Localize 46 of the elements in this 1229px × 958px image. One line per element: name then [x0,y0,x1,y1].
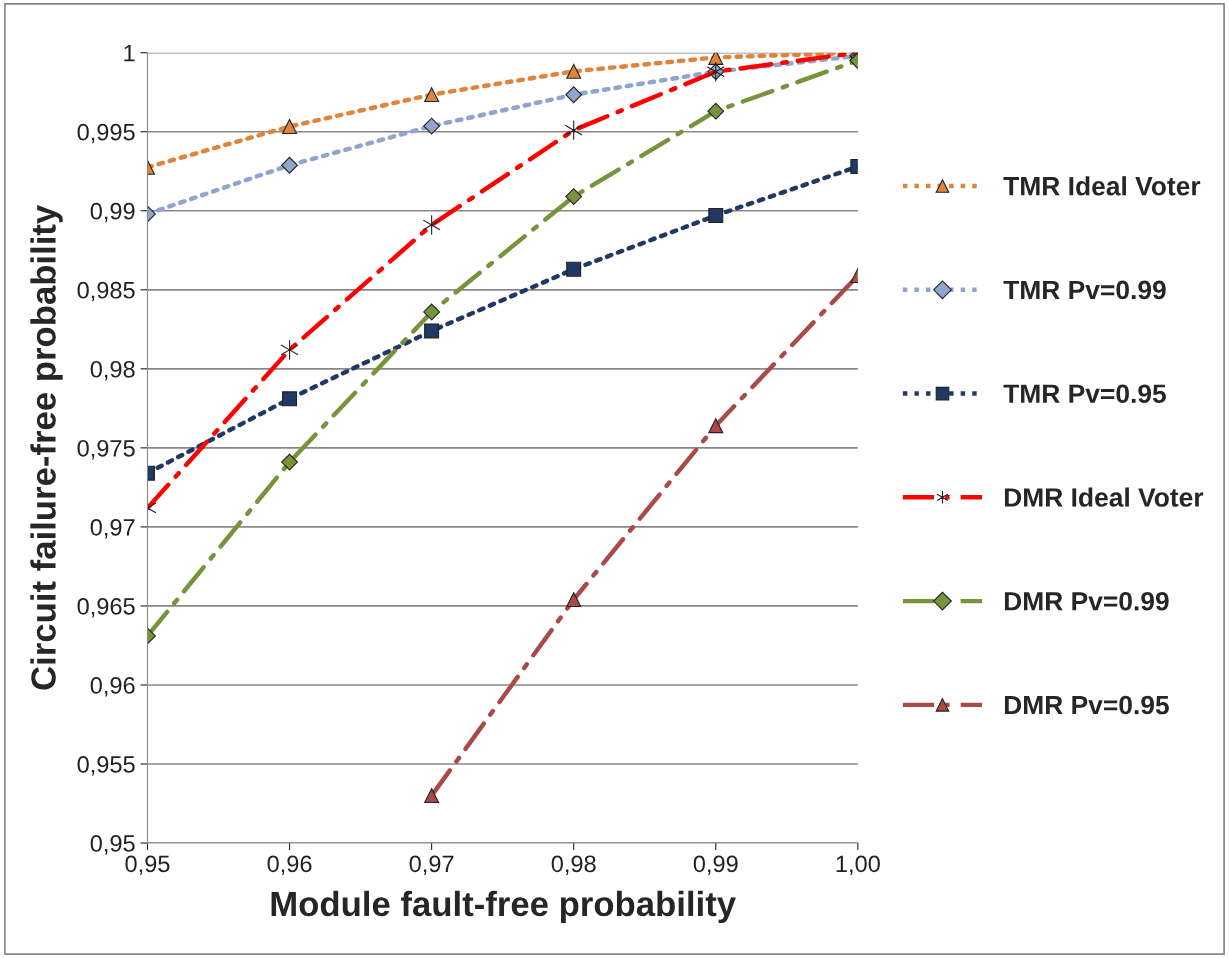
point [566,261,582,277]
point [566,592,582,608]
point [422,214,441,236]
y-axis-title: Circuit failure-free probability [30,204,63,690]
point [566,63,582,79]
point [282,119,298,135]
y-tick-label: 0,975 [77,439,135,460]
legend-label: DMR Pv=0.99 [1004,591,1169,611]
y-tick-label: 0,96 [90,677,135,697]
legend-label: TMR Pv=0.99 [1003,280,1166,300]
y-tick-label: 0,95 [90,835,135,855]
y-tick-label: 0,97 [90,518,135,539]
legend-label: DMR Pv=0.95 [1004,695,1169,715]
legend-label: TMR Pv=0.95 [1003,384,1166,404]
point [280,339,299,361]
point [708,208,724,224]
x-tick-label: 0,97 [409,855,454,875]
y-tick-label: 0,995 [77,123,135,144]
point [708,52,724,65]
x-axis-title: Module fault-free probability [271,890,736,924]
point [423,117,441,135]
x-tick-label: 1,00 [836,855,880,875]
y-tick-label: 0,985 [77,281,135,302]
y-tick-label: 1 [124,45,135,62]
x-tick-label: 0,99 [693,855,738,875]
x-tick-label: 0,98 [551,855,596,875]
y-tick-label: 0,965 [77,598,135,618]
y-tick-label: 0,955 [77,756,135,776]
point [565,86,583,104]
point [282,391,298,407]
x-tick-label: 0,96 [267,855,312,875]
y-tick-label: 0,98 [90,360,135,381]
point [424,788,440,804]
point [707,102,725,120]
x-tick-label: 0,95 [125,855,170,875]
point [424,87,440,103]
point [423,303,441,321]
point [564,119,583,141]
point [281,453,298,471]
y-tick-label: 0,99 [90,202,135,223]
point [708,418,724,434]
point [565,188,583,205]
legend-label: TMR Ideal Voter [1003,176,1201,196]
point [281,156,298,174]
point [424,323,440,339]
legend-label: DMR Ideal Voter [1004,487,1204,507]
